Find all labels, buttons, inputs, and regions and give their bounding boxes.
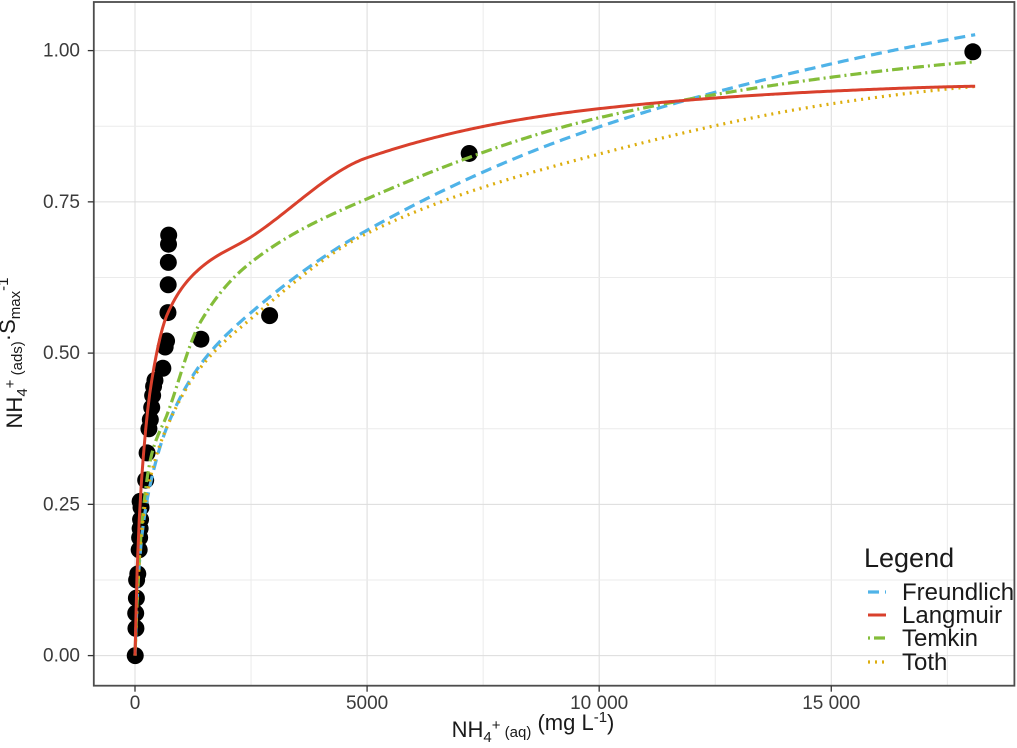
svg-text:15 000: 15 000	[802, 693, 860, 714]
svg-text:5000: 5000	[346, 693, 388, 714]
svg-text:0.25: 0.25	[43, 494, 80, 515]
svg-text:1.00: 1.00	[43, 41, 80, 62]
svg-text:0.75: 0.75	[43, 192, 80, 213]
svg-text:0.50: 0.50	[43, 343, 80, 364]
svg-text:0: 0	[130, 693, 141, 714]
svg-text:0.00: 0.00	[43, 646, 80, 667]
svg-text:Temkin: Temkin	[902, 625, 978, 652]
svg-text:Toth: Toth	[902, 649, 947, 676]
svg-text:Legend: Legend	[864, 543, 954, 573]
